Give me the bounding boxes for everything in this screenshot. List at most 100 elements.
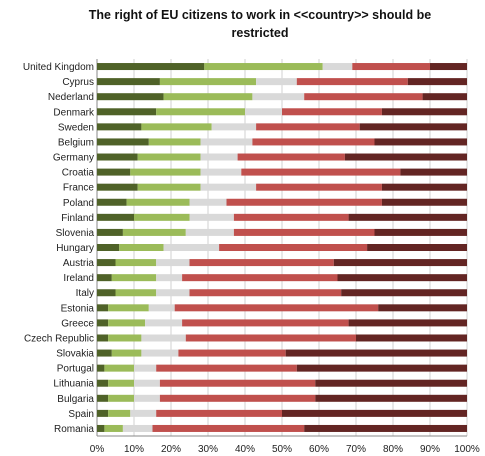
bar-segment bbox=[126, 198, 190, 206]
bar-segment bbox=[226, 198, 382, 206]
bar-segment bbox=[189, 213, 234, 221]
bar-segment bbox=[97, 93, 164, 101]
category-label: Croatia bbox=[62, 168, 95, 179]
bar-segment bbox=[315, 379, 467, 387]
bar-segment bbox=[185, 334, 356, 342]
bar-segment bbox=[97, 123, 142, 131]
bar-segment bbox=[97, 289, 116, 297]
bar-segment bbox=[341, 289, 467, 297]
bar-segment bbox=[304, 424, 467, 432]
bar-segment bbox=[219, 244, 368, 251]
bar-segment bbox=[200, 153, 238, 161]
bar-segment bbox=[148, 304, 175, 312]
bar-segment bbox=[381, 108, 467, 116]
bar-segment bbox=[97, 424, 105, 432]
bar-segment bbox=[119, 244, 164, 251]
category-label: Ireland bbox=[63, 273, 94, 284]
bar-segment bbox=[159, 394, 316, 402]
x-tick-label: 30% bbox=[198, 444, 218, 455]
bar-segment bbox=[97, 259, 116, 267]
chart-title: The right of EU citizens to work in <<co… bbox=[88, 8, 432, 40]
x-tick-label: 70% bbox=[346, 444, 366, 455]
bar-segment bbox=[422, 93, 467, 101]
category-label: France bbox=[63, 183, 95, 194]
bar-segment bbox=[97, 168, 131, 176]
bar-segment bbox=[256, 123, 360, 131]
bar-segment bbox=[252, 138, 375, 146]
bar-segment bbox=[156, 409, 282, 417]
bar-segment bbox=[156, 289, 190, 297]
bar-segment bbox=[378, 304, 467, 312]
bar-segment bbox=[108, 409, 131, 417]
bar-segment bbox=[211, 123, 257, 131]
bar-segment bbox=[233, 228, 375, 236]
bar-segment bbox=[97, 63, 205, 71]
category-label: Lithuania bbox=[53, 379, 94, 390]
bar-segment bbox=[134, 394, 160, 402]
bar-segment bbox=[189, 198, 227, 206]
bar-segment bbox=[374, 228, 467, 236]
category-labels: United Kingdom Cyprus Nederland Denmark Swed… bbox=[23, 62, 95, 435]
bar-segment bbox=[182, 319, 349, 327]
category-label: Nederland bbox=[48, 92, 94, 103]
bar-segment bbox=[156, 274, 183, 282]
bar-segment bbox=[111, 274, 157, 282]
category-label: Austria bbox=[63, 258, 95, 269]
bar-segment bbox=[359, 123, 467, 131]
bar-segment bbox=[185, 228, 234, 236]
bar-segment bbox=[237, 153, 345, 161]
x-tick-label: 60% bbox=[309, 444, 329, 455]
bar-segment bbox=[152, 424, 305, 432]
x-tick-label: 20% bbox=[161, 444, 181, 455]
bar-segment bbox=[97, 394, 109, 402]
bar-segment bbox=[241, 168, 401, 176]
category-label: Estonia bbox=[61, 303, 95, 314]
category-label: Germany bbox=[53, 153, 94, 164]
bar-segment bbox=[97, 228, 123, 236]
category-label: Finland bbox=[61, 213, 94, 224]
bar-segment bbox=[97, 138, 149, 146]
bar-segment bbox=[282, 409, 467, 417]
bar-segment bbox=[189, 289, 342, 297]
bar-segment bbox=[134, 364, 157, 372]
bar-segment bbox=[285, 349, 467, 357]
bar-segment bbox=[97, 183, 138, 191]
bar-segment bbox=[337, 274, 467, 282]
bar-segment bbox=[97, 198, 127, 206]
category-label: Greece bbox=[61, 318, 94, 329]
x-tick-label: 80% bbox=[383, 444, 403, 455]
bar-segment bbox=[200, 183, 257, 191]
bar-segment bbox=[97, 108, 157, 116]
bar-segment bbox=[163, 93, 253, 101]
x-tick-label: 40% bbox=[235, 444, 255, 455]
bar-segment bbox=[141, 334, 186, 342]
bar-segment bbox=[282, 108, 382, 116]
bar-segment bbox=[200, 138, 253, 146]
x-tick-labels: 0% 10% 20% 30% 40% 50% 60% 70% 80% 90% 100% bbox=[90, 444, 480, 455]
bar-segment bbox=[156, 259, 190, 267]
bar-segment bbox=[115, 259, 157, 267]
bar-segment bbox=[97, 244, 120, 251]
x-tick-label: 100% bbox=[454, 444, 480, 455]
bar-segment bbox=[148, 138, 201, 146]
bar-segment bbox=[97, 78, 160, 86]
bar-segment bbox=[245, 108, 282, 116]
bar-segment bbox=[159, 379, 316, 387]
category-label: Spain bbox=[68, 409, 94, 420]
bar-segment bbox=[430, 63, 467, 71]
bar-segment bbox=[156, 108, 245, 116]
bar-segment bbox=[134, 379, 160, 387]
bar-segment bbox=[97, 319, 109, 327]
bar-segment bbox=[156, 364, 297, 372]
bar-segment bbox=[400, 168, 467, 176]
bar-segment bbox=[122, 424, 153, 432]
bar-segment bbox=[252, 93, 305, 101]
bar-segment bbox=[256, 183, 382, 191]
bar-segment bbox=[145, 319, 183, 327]
bar-segment bbox=[204, 63, 323, 71]
bar-segment bbox=[97, 334, 109, 342]
category-label: Belgium bbox=[58, 137, 94, 148]
bar-segment bbox=[104, 424, 123, 432]
bar-segment bbox=[178, 349, 286, 357]
